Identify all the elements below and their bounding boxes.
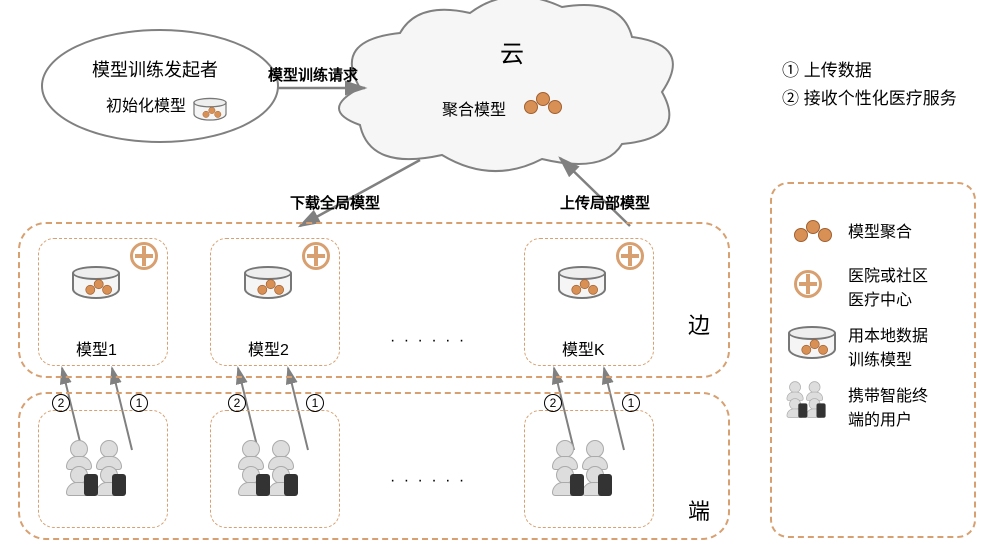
cloud-aggr-icon — [520, 92, 564, 114]
edge-node-1-hospital-icon — [130, 242, 160, 272]
edge-node-k-hospital-icon — [616, 242, 646, 272]
g2-num-down: 2 — [228, 394, 246, 412]
legend-item-model: 用本地数据 训练模型 — [788, 322, 958, 370]
legend-box: 模型聚合 医院或社区 医疗中心 用本地数据 训练模型 携带智能终 端的用户 — [770, 182, 976, 538]
end-panel-label: 端 — [688, 494, 710, 526]
edge-node-2-label: 模型2 — [248, 336, 289, 360]
model-icon — [788, 326, 836, 364]
legend-top-2: ② 接收个性化医疗服务 — [782, 84, 957, 109]
g2-num-up: 1 — [306, 394, 324, 412]
legend-model-label: 用本地数据 训练模型 — [848, 322, 928, 370]
edge-ellipsis: · · · · · · — [390, 332, 466, 350]
edge-node-2-model-icon — [244, 266, 292, 304]
cloud-title: 云 — [500, 34, 524, 69]
hospital-icon — [794, 270, 824, 300]
request-label: 模型训练请求 — [268, 64, 358, 85]
edge-node-1-label: 模型1 — [76, 336, 117, 360]
legend-hospital-label: 医院或社区 医疗中心 — [848, 262, 928, 310]
edge-node-2-hospital-icon — [302, 242, 332, 272]
end-group-1-users-icon — [62, 438, 136, 496]
initiator-oval — [42, 30, 278, 142]
edge-node-k-model-icon — [558, 266, 606, 304]
gk-num-up: 1 — [622, 394, 640, 412]
users-icon — [784, 380, 832, 418]
edge-node-k-label: 模型K — [562, 336, 605, 360]
end-ellipsis: · · · · · · — [390, 472, 466, 490]
aggr-icon — [790, 220, 834, 242]
g1-num-up: 1 — [130, 394, 148, 412]
upload-label: 上传局部模型 — [560, 192, 650, 213]
legend-aggr-label: 模型聚合 — [848, 218, 912, 242]
edge-panel-label: 边 — [688, 308, 710, 340]
legend-item-hospital: 医院或社区 医疗中心 — [788, 262, 958, 310]
cloud-shape — [339, 0, 673, 171]
gk-num-down: 2 — [544, 394, 562, 412]
end-group-k-users-icon — [548, 438, 622, 496]
initiator-model-icon — [193, 98, 227, 125]
cloud-subtitle: 聚合模型 — [442, 96, 506, 120]
initiator-subtitle: 初始化模型 — [106, 92, 186, 116]
initiator-title: 模型训练发起者 — [92, 56, 218, 82]
legend-item-aggr: 模型聚合 — [788, 210, 958, 250]
download-label: 下载全局模型 — [290, 192, 380, 213]
legend-item-users: 携带智能终 端的用户 — [788, 382, 958, 430]
edge-node-1-model-icon — [72, 266, 120, 304]
legend-users-label: 携带智能终 端的用户 — [848, 382, 928, 430]
legend-top-1: ① 上传数据 — [782, 56, 872, 81]
g1-num-down: 2 — [52, 394, 70, 412]
end-group-2-users-icon — [234, 438, 308, 496]
